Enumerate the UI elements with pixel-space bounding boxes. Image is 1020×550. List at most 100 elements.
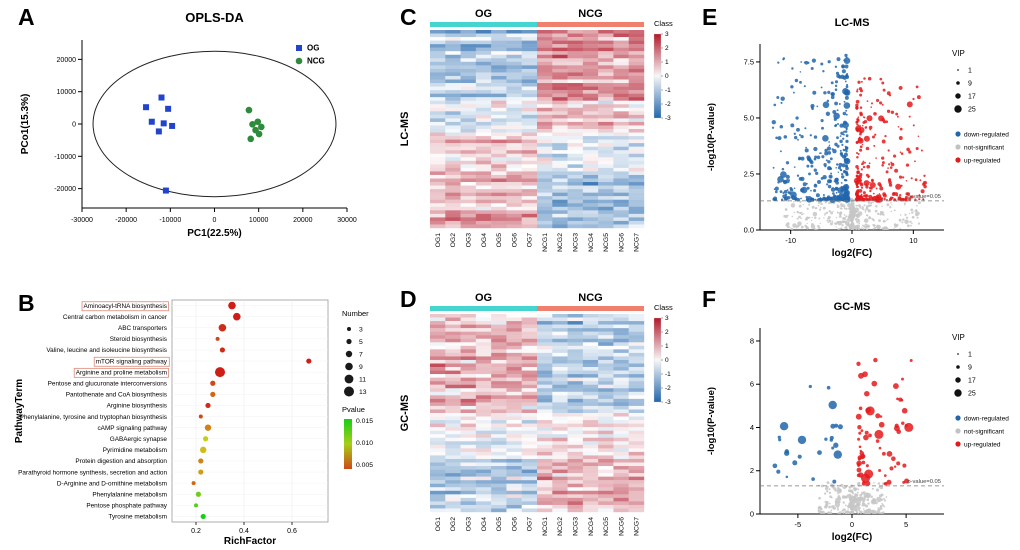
heatmap-cell	[582, 167, 599, 172]
heatmap-cell	[567, 90, 584, 94]
heatmap-cell	[445, 359, 461, 364]
volcano-point	[867, 200, 871, 204]
heatmap-cell	[506, 508, 522, 513]
heatmap-cell	[460, 405, 477, 410]
heatmap-cell	[552, 345, 568, 350]
heatmap-cell	[628, 157, 645, 162]
volcano-point	[784, 208, 788, 211]
heatmap-cell	[475, 143, 492, 147]
heatmap-cell	[430, 356, 446, 361]
heatmap-cell	[460, 317, 477, 322]
heatmap-cell	[475, 352, 492, 357]
heatmap-cell	[552, 224, 568, 229]
heatmap-cell	[598, 118, 614, 123]
heatmap-cell	[460, 104, 477, 108]
heatmap-cell	[430, 448, 446, 453]
heatmap-cell	[537, 473, 553, 477]
heatmap-cell	[598, 504, 614, 509]
col-label: NCG3	[573, 233, 580, 252]
heatmap-cell	[552, 423, 568, 428]
heatmap-cell	[506, 317, 522, 322]
heatmap-cell	[613, 497, 629, 502]
heatmap-cell	[628, 100, 645, 105]
heatmap-cell	[521, 174, 538, 179]
heatmap-cell	[537, 370, 553, 375]
volcano-point	[778, 438, 782, 442]
volcano-point	[827, 90, 831, 94]
heatmap-cell	[506, 86, 522, 91]
heatmap-cell	[475, 136, 492, 140]
heatmap-cell	[475, 160, 492, 165]
legend-marker	[296, 45, 302, 51]
volcano-point	[818, 226, 821, 229]
heatmap-cell	[491, 370, 507, 375]
volcano-point	[869, 182, 876, 188]
heatmap-cell	[598, 129, 614, 133]
heatmap-cell	[460, 199, 477, 204]
heatmap-cell	[506, 210, 522, 215]
heatmap-cell	[445, 210, 461, 215]
heatmap-cell	[521, 359, 538, 364]
heatmap-cell	[537, 100, 553, 105]
heatmap-cell	[491, 384, 507, 389]
volcano-point	[871, 380, 878, 387]
heatmap-cell	[537, 30, 553, 34]
volcano-point	[813, 146, 818, 152]
heatmap-cell	[445, 448, 461, 453]
heatmap-cell	[506, 136, 522, 140]
heatmap-cell	[430, 321, 446, 325]
heatmap-cell	[552, 487, 568, 491]
volcano-point	[834, 177, 839, 182]
heatmap-cell	[628, 86, 645, 91]
heatmap-cell	[521, 185, 538, 190]
side-label: GC-MS	[399, 395, 411, 432]
volcano-point	[882, 213, 885, 216]
heatmap-cell	[460, 434, 477, 438]
heatmap-cell	[537, 171, 553, 176]
volcano-point	[861, 143, 864, 146]
volcano-point	[861, 501, 865, 505]
heatmap-cell	[598, 441, 614, 446]
volcano-point	[840, 185, 844, 189]
heatmap-cell	[445, 86, 461, 91]
volcano-point	[837, 492, 839, 495]
legend-size-label: 3	[359, 326, 363, 333]
volcano-point	[841, 172, 844, 176]
pathway-label: Pentose and glucuronate interconversions	[48, 380, 167, 387]
heatmap-cell	[430, 381, 446, 385]
volcano-point	[812, 211, 818, 217]
heatmap-cell	[506, 107, 522, 112]
heatmap-cell	[491, 469, 507, 474]
heatmap-cell	[628, 150, 645, 154]
y-tick-label: 8	[750, 336, 754, 345]
heatmap-cell	[613, 37, 629, 41]
volcano-point	[904, 219, 909, 224]
heatmap-cell	[491, 363, 507, 368]
heatmap-cell	[613, 189, 629, 193]
heatmap-cell	[506, 199, 522, 204]
volcano-point	[905, 179, 908, 182]
heatmap-cell	[445, 455, 461, 460]
heatmap-cell	[537, 388, 553, 392]
heatmap-cell	[628, 508, 645, 513]
volcano-point	[860, 80, 863, 83]
heatmap-cell	[552, 374, 568, 378]
heatmap-cell	[491, 83, 507, 87]
volcano-point	[858, 406, 863, 411]
heatmap-cell	[521, 33, 538, 38]
volcano-point	[864, 126, 868, 129]
heatmap-cell	[567, 501, 584, 506]
volcano-point	[793, 166, 796, 168]
heatmap-cell	[475, 451, 492, 456]
volcano-point	[885, 170, 889, 174]
volcano-point	[874, 224, 876, 227]
heatmap-cell	[598, 37, 614, 41]
heatmap-cell	[537, 199, 553, 204]
heatmap-cell	[537, 153, 553, 158]
volcano-point	[795, 226, 798, 229]
volcano-point	[871, 197, 874, 200]
volcano-point	[810, 219, 813, 222]
heatmap-cell	[582, 462, 599, 467]
pathway-label: Tyrosine metabolism	[108, 514, 167, 521]
